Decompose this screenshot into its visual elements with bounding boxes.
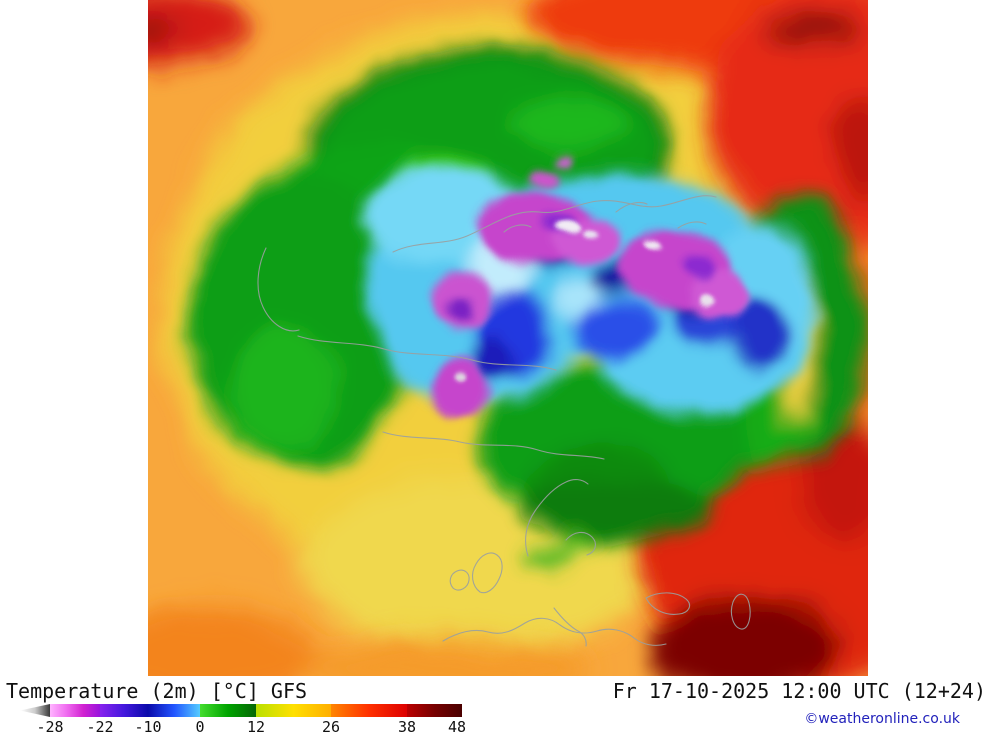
watermark-link[interactable]: ©weatheronline.co.uk — [804, 711, 960, 727]
legend-colorbar — [20, 704, 462, 717]
map-title: Temperature (2m) [°C] GFS — [6, 679, 308, 703]
legend-tick-26: 26 — [321, 718, 341, 736]
legend-segment — [50, 704, 100, 717]
extreme-cold-spots — [454, 219, 717, 381]
legend-tick--28: -28 — [36, 718, 64, 736]
legend-tick-48: 48 — [447, 718, 467, 736]
legend-segment — [100, 704, 148, 717]
legend-tick-0: 0 — [195, 718, 205, 736]
legend-segment — [200, 704, 256, 717]
temperature-field — [148, 0, 868, 676]
map-image — [148, 0, 868, 676]
legend-tick-38: 38 — [397, 718, 417, 736]
temperature-map — [148, 0, 868, 676]
legend-segment — [407, 704, 462, 717]
magenta-cold-cores — [429, 151, 752, 419]
legend-segment — [148, 704, 200, 717]
legend-segment — [256, 704, 331, 717]
legend-tick-12: 12 — [246, 718, 266, 736]
legend-segment — [20, 704, 50, 717]
legend-tick--22: -22 — [86, 718, 114, 736]
map-datetime: Fr 17-10-2025 12:00 UTC (12+24) — [612, 679, 986, 703]
coastlines-and-borders — [257, 195, 751, 647]
temperature-legend: -28 -22 -10 0 12 26 38 48 — [20, 704, 466, 736]
legend-segment — [331, 704, 407, 717]
legend-tick--10: -10 — [134, 718, 162, 736]
legend-tick-labels: -28 -22 -10 0 12 26 38 48 — [20, 717, 466, 736]
